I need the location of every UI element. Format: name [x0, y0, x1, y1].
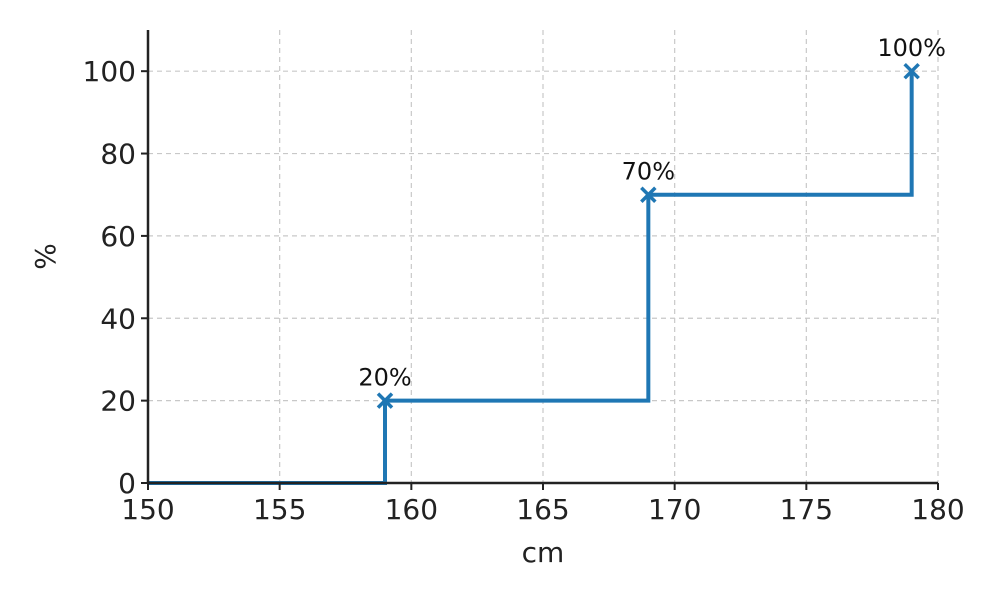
- y-tick-label: 20: [100, 385, 136, 418]
- y-tick-label: 80: [100, 138, 136, 171]
- data-point-label: 20%: [358, 364, 411, 392]
- data-point-marker: [376, 392, 394, 409]
- y-tick-label: 0: [118, 467, 136, 500]
- y-tick-label: 40: [100, 302, 136, 335]
- x-tick-label: 160: [385, 493, 438, 526]
- y-axis-title: %: [29, 243, 62, 270]
- y-tick-label: 60: [100, 220, 136, 253]
- data-point-label: 70%: [622, 158, 675, 186]
- ticks: 150 155 160 165 170 175 180 0 20 40 60 80 100: [83, 55, 965, 526]
- series-layer: 20% 70% 100%: [148, 34, 946, 485]
- x-tick-label: 165: [516, 493, 569, 526]
- x-tick-label: 150: [121, 493, 174, 526]
- x-tick-label: 170: [648, 493, 701, 526]
- data-point-label: 100%: [877, 34, 946, 62]
- x-tick-label: 155: [253, 493, 306, 526]
- grid: [147, 30, 939, 484]
- x-tick-label: 180: [911, 493, 964, 526]
- x-axis-title: cm: [522, 536, 565, 569]
- data-point-marker: [903, 62, 920, 80]
- x-tick-label: 175: [780, 493, 833, 526]
- y-tick-label: 100: [83, 55, 136, 88]
- data-point-marker: [640, 186, 657, 203]
- series-step-line: [148, 71, 914, 485]
